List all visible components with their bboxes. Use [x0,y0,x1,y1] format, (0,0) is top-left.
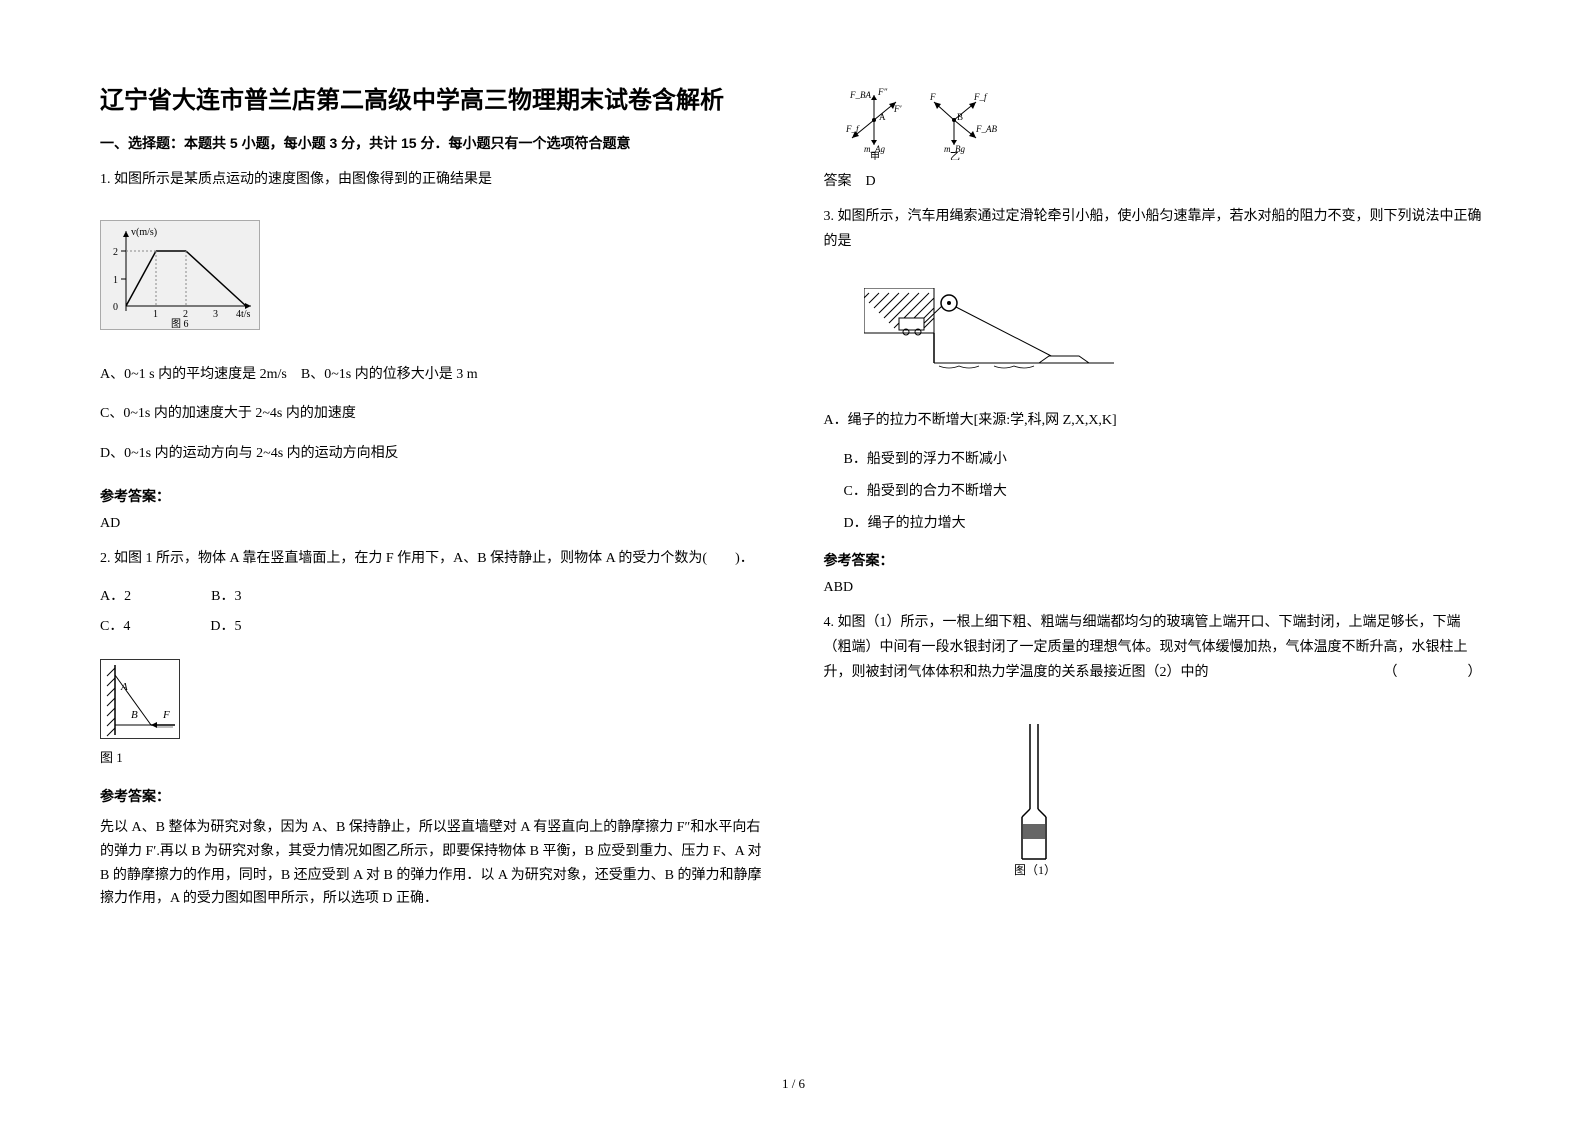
q2-options-row2: C．4 D．5 [100,615,764,635]
q2-answer-inline: 答案 D [824,170,1488,190]
left-column: 辽宁省大连市普兰店第二高级中学高三物理期末试卷含解析 一、选择题：本题共 5 小… [100,80,764,1082]
svg-text:F: F [929,92,936,102]
q1-optC: C、0~1s 内的加速度大于 2~4s 内的加速度 [100,401,764,426]
page-number: 1 / 6 [782,1076,805,1092]
svg-text:2: 2 [113,247,118,258]
svg-text:图 6: 图 6 [171,318,189,330]
svg-text:F: F [162,709,170,721]
svg-text:A: A [879,112,886,122]
svg-text:F_f: F_f [845,124,860,134]
q2-options-row1: A．2 B．3 [100,585,764,605]
right-column: F_BA F″ F_f F′ m_Ag 甲 A F F_f F_AB m_Bg … [824,80,1488,1082]
q2-answer-label: 参考答案： [100,786,764,806]
svg-text:F′: F′ [893,104,902,114]
q2-figure: A B F [100,659,180,739]
q3-optC: C．船受到的合力不断增大 [824,480,1488,500]
svg-text:1: 1 [153,309,158,320]
xlabel: t/s [241,309,251,320]
svg-text:1: 1 [113,275,118,286]
svg-text:乙: 乙 [950,151,960,160]
q1-answer-label: 参考答案： [100,486,764,506]
svg-text:F_AB: F_AB [975,124,997,134]
q2-fig-caption: 图 1 [100,747,764,766]
q2-optA: A．2 [100,585,131,605]
q1-optD: D、0~1s 内的运动方向与 2~4s 内的运动方向相反 [100,441,764,466]
svg-text:4: 4 [236,309,241,320]
vt-graph: v(m/s) t/s 1 2 0 1 2 3 4 [100,220,260,330]
q1-text: 1. 如图所示是某质点运动的速度图像，由图像得到的正确结果是 [100,167,764,192]
svg-text:B: B [131,709,138,721]
svg-text:B: B [957,112,963,122]
svg-text:F_BA: F_BA [849,90,871,100]
q4-text: 4. 如图（1）所示，一根上细下粗、粗端与细端都均匀的玻璃管上端开口、下端封闭，… [824,610,1488,686]
q1-figure: v(m/s) t/s 1 2 0 1 2 3 4 [100,220,764,348]
svg-text:F_f: F_f [973,92,988,102]
q3-optB: B．船受到的浮力不断减小 [824,448,1488,468]
svg-text:A: A [120,681,128,693]
q1-optA: A、0~1 s 内的平均速度是 2m/s B、0~1s 内的位移大小是 3 m [100,362,764,387]
q4-figure: 图（1） [1004,719,1064,879]
q3-answer-label: 参考答案： [824,550,1488,570]
ylabel: v(m/s) [131,227,157,238]
svg-text:甲: 甲 [870,152,880,160]
q2-explanation: 先以 A、B 整体为研究对象，因为 A、B 保持静止，所以竖直墙壁对 A 有竖直… [100,816,764,911]
svg-text:F″: F″ [877,87,887,97]
page-title: 辽宁省大连市普兰店第二高级中学高三物理期末试卷含解析 [100,80,764,115]
q3-figure [864,288,1114,388]
q2-force-diagram: F_BA F″ F_f F′ m_Ag 甲 A F F_f F_AB m_Bg … [824,80,1024,160]
svg-text:图（1）: 图（1） [1014,863,1056,877]
section-header: 一、选择题：本题共 5 小题，每小题 3 分，共计 15 分．每小题只有一个选项… [100,133,764,153]
q1-answer: AD [100,516,764,532]
q3-answer: ABD [824,580,1488,596]
svg-text:0: 0 [113,302,118,313]
q3-optA: A．绳子的拉力不断增大[来源:学,科,网 Z,X,X,K] [824,408,1488,433]
q3-text: 3. 如图所示，汽车用绳索通过定滑轮牵引小船，使小船匀速靠岸，若水对船的阻力不变… [824,204,1488,254]
q2-optB: B．3 [211,585,241,605]
q3-optD: D．绳子的拉力增大 [824,512,1488,532]
q2-optD: D．5 [210,615,241,635]
q2-text: 2. 如图 1 所示，物体 A 靠在竖直墙面上，在力 F 作用下，A、B 保持静… [100,546,764,571]
svg-text:3: 3 [213,309,218,320]
q2-optC: C．4 [100,615,130,635]
